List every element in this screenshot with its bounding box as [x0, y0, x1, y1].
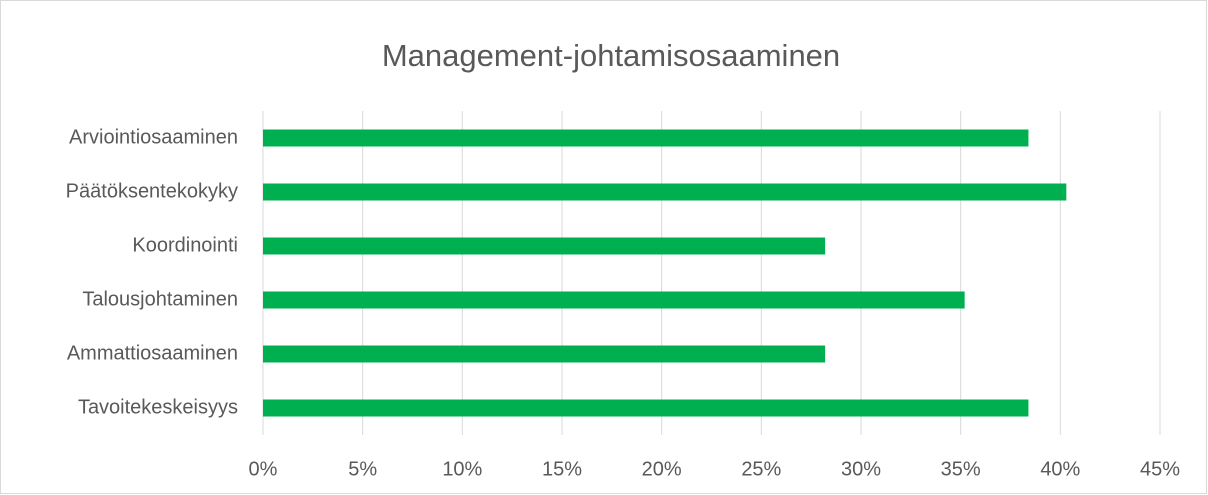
x-tick-label: 0% — [249, 458, 278, 480]
y-tick-label: Koordinointi — [132, 234, 238, 256]
x-tick-label: 45% — [1140, 458, 1180, 480]
bar — [263, 129, 1029, 147]
y-tick-label: Arviointiosaaminen — [69, 126, 238, 148]
y-tick-label: Tavoitekeskeisyys — [78, 396, 238, 418]
x-tick-label: 20% — [642, 458, 682, 480]
y-tick-label: Päätöksentekokyky — [66, 180, 238, 202]
y-tick-label: Talousjohtaminen — [82, 288, 238, 310]
bar — [263, 345, 826, 363]
x-tick-label: 10% — [442, 458, 482, 480]
x-tick-label: 5% — [348, 458, 377, 480]
bar — [263, 399, 1029, 417]
bar — [263, 183, 1067, 201]
bar — [263, 237, 826, 255]
x-tick-label: 35% — [941, 458, 981, 480]
chart-title: Management-johtamisosaaminen — [382, 38, 840, 73]
y-tick-label: Ammattiosaaminen — [67, 342, 238, 364]
bar — [263, 291, 965, 309]
x-tick-label: 25% — [741, 458, 781, 480]
x-tick-label: 40% — [1040, 458, 1080, 480]
x-tick-label: 15% — [542, 458, 582, 480]
x-tick-label: 30% — [841, 458, 881, 480]
